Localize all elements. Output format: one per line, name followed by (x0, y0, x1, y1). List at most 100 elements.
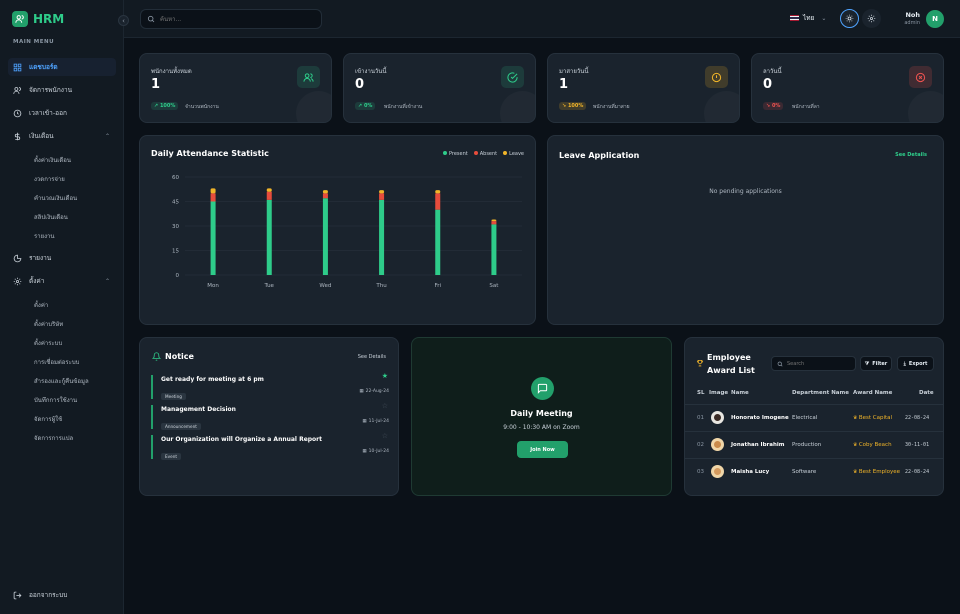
sidebar-subitem[interactable]: รายงาน (34, 233, 55, 240)
language-selector[interactable]: ไทย ⌄ (790, 13, 826, 23)
sidebar-item-label: แดชบอร์ด (29, 63, 58, 71)
bar-present (210, 201, 216, 275)
sidebar-subitem[interactable]: จัดการการแปล (34, 435, 74, 442)
sidebar-subitem[interactable]: สลิปเงินเดือน (34, 214, 68, 221)
stat-label: มาสายวันนี้ (559, 68, 589, 75)
sidebar-subitem[interactable]: บันทึกการใช้งาน (34, 397, 78, 404)
notice-date: ▦ 22-Aug-24 (359, 389, 389, 394)
app-logo[interactable]: HRM (12, 11, 64, 27)
chevron-down-icon: ⌄ (821, 14, 827, 22)
row-award: ♛ Coby Beach (853, 442, 892, 448)
sidebar-item-employees[interactable]: จัดการพนักงาน (8, 81, 116, 99)
bar-leave (322, 190, 328, 194)
search-input[interactable] (160, 15, 310, 23)
daily-meeting-card: Daily Meeting 9:00 - 10:30 AM on Zoom Jo… (411, 337, 672, 496)
decorative-circle (704, 91, 739, 122)
user-role: admin (904, 20, 920, 26)
theme-toggle-button[interactable] (840, 9, 859, 28)
table-row[interactable]: 02 Jonathan Ibrahim Production ♛ Coby Be… (685, 431, 943, 458)
chevron-up-icon: ⌃ (104, 277, 110, 285)
sidebar-item-dashboard[interactable]: แดชบอร์ด (8, 58, 116, 76)
bar-leave (266, 188, 272, 192)
bar-absent (266, 191, 272, 200)
table-row[interactable]: 03 Maisha Lucy Software ♛ Best Employee … (685, 458, 943, 485)
sidebar-subitem[interactable]: ตั้งค่าบริษัท (34, 321, 64, 328)
calendar-icon: ▦ (359, 389, 364, 394)
notice-title: Notice (165, 352, 194, 361)
bar-absent (322, 193, 328, 199)
employee-avatar (711, 438, 724, 451)
stat-value: 0 (355, 77, 365, 92)
gear-icon (867, 14, 876, 23)
export-button[interactable]: ⤓ Export (897, 356, 934, 371)
star-outline-icon[interactable]: ☆ (381, 432, 388, 440)
row-award: ♛ Best Capital (853, 415, 893, 421)
table-row[interactable]: 01 Honorato Imogene Electrical ♛ Best Ca… (685, 404, 943, 431)
settings-button[interactable] (862, 9, 881, 28)
row-department: Production (792, 442, 822, 448)
award-search-input[interactable] (787, 360, 852, 367)
chevron-left-icon: ‹ (122, 16, 125, 25)
logout-button[interactable]: ออกจากระบบ (13, 590, 67, 600)
notice-item[interactable]: Management Decision Announcement ☆ ▦ 11-J… (151, 402, 389, 430)
sidebar-subitem[interactable]: จัดการผู้ใช้ (34, 416, 63, 423)
notice-item[interactable]: Get ready for meeting at 6 pm Meeting ★ … (151, 372, 389, 400)
search-icon (147, 15, 155, 23)
sidebar-subitem[interactable]: การเชื่อมต่อระบบ (34, 359, 80, 366)
y-tick-label: 60 (172, 175, 179, 181)
trophy-icon (696, 359, 704, 367)
notice-item[interactable]: Our Organization will Organize a Annual … (151, 432, 389, 460)
filter-button[interactable]: ⧩ Filter (860, 356, 892, 371)
sidebar-subitem[interactable]: ตั้งค่า (34, 302, 49, 309)
sidebar-subitem[interactable]: ตั้งค่าระบบ (34, 340, 63, 347)
bar-absent (435, 193, 441, 210)
x-tick-label: Wed (319, 283, 331, 289)
x-tick-label: Sat (489, 283, 499, 289)
leave-title: Leave Application (559, 151, 640, 160)
x-tick-label: Thu (375, 283, 386, 289)
search-box[interactable] (140, 9, 322, 29)
sidebar-subitem[interactable]: งวดการจ่าย (34, 176, 65, 183)
star-filled-icon[interactable]: ★ (381, 372, 388, 380)
notice-see-details-link[interactable]: See Details (357, 354, 386, 360)
notice-item-title: Get ready for meeting at 6 pm (161, 376, 264, 383)
chart-legend: Present Absent Leave (442, 151, 524, 157)
notice-date: ▦ 10-Jul-24 (362, 449, 389, 454)
stat-note: จำนวนพนักงาน (185, 104, 219, 110)
sidebar-subitem[interactable]: คำนวณเงินเดือน (34, 195, 78, 202)
join-now-button[interactable]: Join Now (517, 441, 568, 458)
row-date: 30-11-01 (905, 442, 930, 448)
language-label: ไทย (803, 14, 815, 22)
sidebar-item-reports[interactable]: รายงาน (8, 249, 116, 267)
sidebar-item-payroll[interactable]: เงินเดือน ⌃ (8, 127, 116, 145)
stat-value: 0 (763, 77, 773, 92)
sidebar-subitem[interactable]: ตั้งค่าเงินเดือน (34, 157, 71, 164)
avatar[interactable]: N (926, 10, 944, 28)
column-header-date: Date (919, 390, 934, 396)
sidebar-item-time[interactable]: เวลาเข้า-ออก (8, 104, 116, 122)
legend-absent: Absent (473, 151, 497, 157)
meeting-title: Daily Meeting (510, 409, 573, 418)
gear-icon (13, 277, 22, 285)
sidebar-collapse-button[interactable]: ‹ (118, 15, 129, 26)
star-outline-icon[interactable]: ☆ (381, 402, 388, 410)
column-header-name: Name (731, 390, 749, 396)
row-name: Jonathan Ibrahim (731, 442, 785, 448)
search-icon (777, 361, 783, 366)
sidebar: HRM MAIN MENU แดชบอร์ด จัดการพนักงาน เวล… (0, 0, 124, 614)
award-search-box[interactable] (771, 356, 856, 371)
stat-label: พนักงานทั้งหมด (151, 68, 192, 75)
row-date: 22-08-24 (905, 415, 930, 421)
sidebar-subitem[interactable]: สำรองและกู้คืนข้อมูล (34, 378, 89, 385)
bar-absent (379, 193, 385, 200)
sidebar-item-label: เงินเดือน (29, 132, 54, 140)
row-sl: 02 (697, 442, 704, 448)
award-list-card: Employee Award List ⧩Filter ⤓Export SL I… (684, 337, 944, 496)
sidebar-item-settings[interactable]: ตั้งค่า ⌃ (8, 272, 116, 290)
y-tick-label: 15 (172, 249, 179, 255)
bar-leave (491, 219, 497, 222)
leave-see-details-link[interactable]: See Details (895, 152, 927, 158)
logout-icon (13, 591, 22, 599)
column-header-department: Department Name (792, 390, 849, 396)
bar-leave (379, 190, 385, 194)
